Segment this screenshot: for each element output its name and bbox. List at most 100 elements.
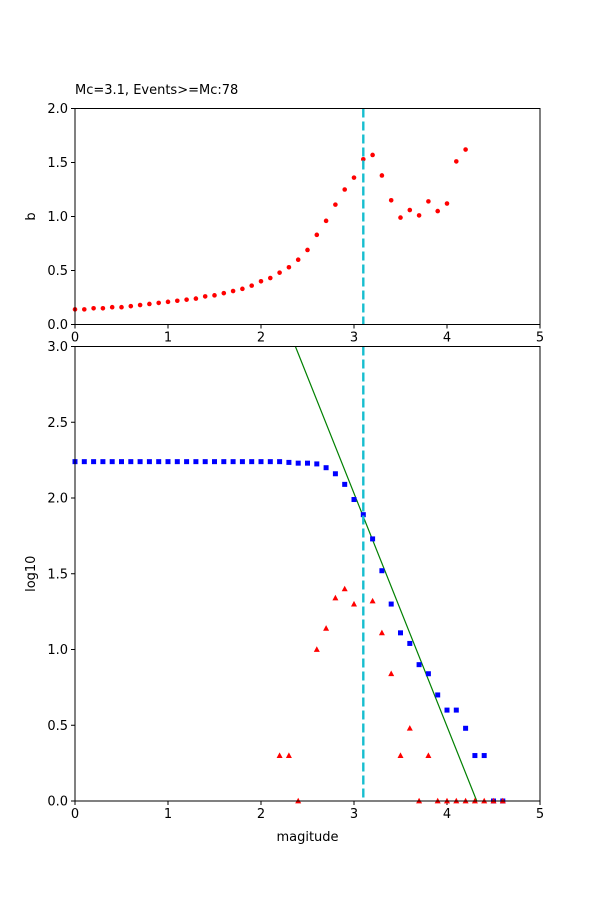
b-panel-point [398, 215, 403, 220]
fmd-panel-noncumulative-point [351, 600, 357, 607]
b-panel-point [147, 301, 152, 307]
fmd-panel-cumulative-point [100, 459, 106, 465]
fmd-panel-xtick-label: 2 [257, 807, 265, 822]
fmd-panel-noncumulative-point [369, 597, 376, 604]
b-panel-point [361, 156, 366, 162]
fmd-panel-cumulative-point [221, 459, 227, 465]
fmd-panel-cumulative-point [379, 568, 385, 574]
b-panel-point [342, 187, 348, 192]
b-panel-point [240, 286, 245, 292]
fmd-panel-cumulative-point [416, 662, 422, 668]
fmd-panel-xtick-label: 3 [350, 807, 358, 822]
fmd-panel-cumulative-point [332, 471, 338, 477]
fmd-panel-xtick-label: 5 [536, 807, 544, 822]
b-panel-point [444, 201, 450, 206]
fmd-panel-noncumulative-point [276, 752, 283, 758]
b-panel-point [212, 293, 217, 298]
b-panel-point [193, 296, 199, 301]
fmd-panel-cumulative-point [137, 459, 143, 465]
b-panel-point [128, 303, 134, 309]
b-panel-marks [72, 108, 468, 325]
fmd-panel-cumulative-point [370, 536, 376, 542]
fmd-panel-cumulative-point [165, 459, 171, 465]
b-panel-xtick-label: 2 [257, 331, 265, 346]
b-panel-point [119, 304, 124, 310]
b-panel-ylabel: b [24, 212, 39, 220]
fmd-panel-xlabel: magitude [276, 830, 338, 845]
fmd-panel-cumulative-point [360, 512, 366, 518]
b-panel-point [268, 275, 273, 281]
b-panel-point [249, 283, 254, 288]
fmd-panel-cumulative-point [249, 459, 255, 465]
fmd-panel-frame [74, 346, 541, 802]
fmd-panel-cumulative-point [202, 459, 208, 465]
fmd-panel-ytick-label: 0.5 [47, 719, 68, 734]
b-panel-point [314, 232, 320, 238]
b-panel-xtick-label: 4 [443, 331, 451, 346]
b-panel-point [156, 300, 161, 306]
fmd-panel-noncumulative-point [323, 625, 330, 631]
fmd-panel-cumulative-point [388, 601, 394, 607]
fmd-panel-noncumulative-point [313, 646, 320, 652]
fmd-panel-cumulative-point [342, 481, 348, 487]
fmd-panel-cumulative-point [156, 459, 162, 465]
b-panel-point [137, 302, 143, 308]
b-panel-point [175, 298, 180, 304]
fmd-panel-cumulative-point [91, 459, 97, 465]
fmd-panel-ytick-label: 2.0 [47, 492, 68, 507]
b-panel-point [286, 264, 292, 270]
b-panel-point [323, 218, 329, 224]
b-panel-point [407, 207, 413, 213]
b-panel-point [109, 304, 115, 310]
fmd-panel-cumulative-point [305, 460, 310, 466]
fmd-panel-ytick-label: 1.5 [47, 567, 68, 582]
fmd-panel-noncumulative-point [406, 725, 413, 731]
b-panel-axes: 0 1 2 3 4 5 0.0 0.5 1.0 1.5 2.0 [47, 102, 544, 346]
fmd-panel-axes: 0 1 2 3 4 5 0.0 0.5 1.0 1.5 2.0 2.5 3.0 [47, 340, 544, 822]
frequency-magnitude-panel: magitude log10 0 1 2 3 4 5 0.0 0.5 1.0 1.5 2.0 2.5 3… [24, 340, 544, 845]
fmd-panel-ylabel: log10 [24, 556, 39, 592]
fmd-panel-cumulative-point [407, 640, 413, 646]
b-panel-title: Mc=3.1, Events>=Mc:78 [75, 83, 238, 98]
fmd-panel-ytick-label: 2.5 [47, 416, 68, 431]
fmd-panel-cumulative-point [258, 459, 264, 465]
b-panel-point [435, 208, 441, 214]
b-panel-point [463, 147, 468, 152]
fmd-panel-fit-line [294, 346, 478, 802]
fmd-panel-cumulative-point [146, 459, 152, 465]
fmd-panel-cumulative-point [267, 459, 273, 465]
fmd-panel-noncumulative-point [341, 585, 348, 592]
fmd-panel-xtick-label: 0 [71, 807, 79, 822]
fmd-panel-cumulative-point [463, 725, 469, 731]
b-panel-point [351, 175, 357, 180]
b-panel-xtick-label: 5 [536, 331, 544, 346]
fmd-panel-cumulative-point [435, 692, 441, 698]
fmd-panel-cumulative-point [444, 707, 450, 713]
b-panel-point [165, 299, 171, 305]
fmd-panel-cumulative-point [351, 497, 357, 503]
b-panel-point [370, 152, 375, 158]
fmd-panel-cumulative-point [277, 459, 283, 465]
b-panel-point [230, 288, 236, 294]
b-panel-point [333, 202, 338, 207]
fmd-panel-marks [72, 346, 506, 804]
b-panel-xtick-label: 1 [164, 331, 172, 346]
fmd-panel-cumulative-point [174, 459, 180, 465]
fmd-panel-ytick-label: 0.0 [47, 795, 68, 810]
b-panel-xtick-label: 0 [71, 331, 79, 346]
b-panel-xtick-label: 3 [350, 331, 358, 346]
b-panel-point [454, 159, 459, 164]
b-panel-point [426, 199, 431, 204]
b-panel-point [221, 290, 227, 296]
fmd-panel-cumulative-point [481, 753, 487, 759]
b-panel-point [388, 198, 394, 203]
b-panel-point [82, 307, 87, 312]
fmd-panel-cumulative-point [398, 630, 403, 636]
fmd-panel-ytick-label: 1.0 [47, 643, 68, 658]
b-panel-ytick-label: 0.5 [47, 264, 68, 279]
fmd-panel-cumulative-point [119, 459, 124, 465]
b-panel-point [258, 279, 264, 284]
b-panel-point [416, 213, 422, 218]
